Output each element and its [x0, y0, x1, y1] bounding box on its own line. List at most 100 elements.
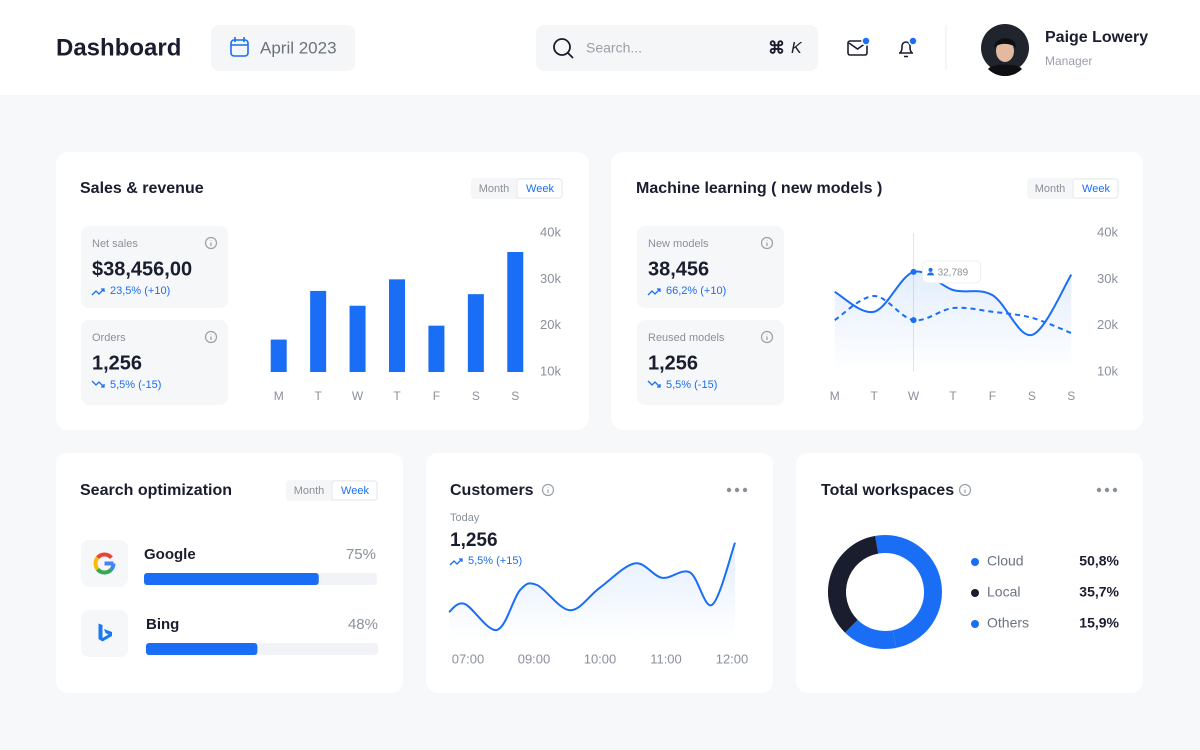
info-icon[interactable] [958, 483, 972, 497]
stat-box [637, 226, 784, 308]
bell-badge [908, 36, 918, 46]
x-tick-label: T [393, 389, 401, 403]
x-tick-label: S [511, 389, 519, 403]
x-tick-label: S [1067, 389, 1075, 403]
shortcut-key: ⌘ [768, 38, 785, 57]
user-role: Manager [1045, 54, 1092, 68]
y-tick-label: 40k [540, 224, 561, 239]
x-tick-label: S [1028, 389, 1036, 403]
legend-dot [971, 589, 979, 597]
bing-logo [98, 623, 112, 642]
trend-icon [647, 288, 661, 296]
x-tick-label: 11:00 [650, 651, 682, 666]
x-tick-label: M [830, 389, 840, 403]
engine-share: 48% [348, 616, 378, 633]
period-label: Today [450, 512, 480, 524]
stat-value: $38,456,00 [92, 258, 192, 280]
area [449, 542, 735, 640]
stat-box [81, 320, 228, 405]
card-title: Sales & revenue [80, 180, 204, 197]
google-logo [96, 552, 113, 560]
stat-value: 1,256 [92, 352, 142, 374]
change-label: 5,5% (-15) [110, 379, 161, 391]
shortcut-key: K [791, 40, 803, 57]
y-tick-label: 10k [1097, 363, 1118, 378]
info-icon[interactable] [204, 330, 218, 344]
tab: Month [1035, 183, 1066, 195]
legend-value: 50,8% [1079, 553, 1119, 569]
stat-value: 38,456 [648, 258, 709, 280]
x-tick-label: 07:00 [452, 651, 485, 666]
bar [270, 339, 287, 372]
legend-label: Cloud [987, 553, 1024, 569]
engine-name: Bing [146, 616, 179, 633]
calendar-icon [230, 39, 249, 57]
x-tick-label: F [433, 389, 440, 403]
menu-dots[interactable] [1104, 487, 1110, 493]
menu-dots[interactable] [1096, 487, 1102, 493]
y-tick-label: 40k [1097, 224, 1118, 239]
line [834, 270, 1073, 336]
stat-label: Reused models [648, 332, 725, 344]
tooltip [922, 260, 982, 284]
stat-label: Net sales [92, 238, 138, 250]
customers-value: 1,256 [450, 530, 498, 551]
legend-dot [971, 620, 979, 628]
change-label: 5,5% (-15) [666, 379, 717, 391]
logo-box [81, 610, 128, 657]
x-tick-label: S [472, 389, 480, 403]
info-icon[interactable] [204, 236, 218, 250]
card-title: Total workspaces [821, 482, 954, 499]
y-tick-label: 30k [540, 271, 561, 286]
bar [146, 643, 258, 655]
y-tick-label: 20k [1097, 317, 1118, 332]
bar [349, 305, 366, 372]
legend-dot [971, 558, 979, 566]
legend-value: 35,7% [1079, 584, 1119, 600]
bar [428, 325, 445, 372]
card-title: Customers [450, 482, 534, 499]
menu-dots[interactable] [742, 487, 748, 493]
google-logo [96, 567, 113, 575]
change-label: 5,5% (+15) [468, 555, 522, 567]
tab: Week [1082, 183, 1110, 195]
bar [389, 279, 405, 372]
tab: Month [294, 485, 325, 497]
donut-segment [875, 535, 942, 648]
date-picker[interactable] [211, 25, 355, 71]
legend-label: Others [987, 615, 1029, 631]
search-icon [553, 38, 571, 56]
x-tick-label: W [352, 389, 364, 403]
menu-dots[interactable] [734, 487, 740, 493]
point [910, 268, 917, 275]
bar [467, 294, 484, 372]
info-icon[interactable] [541, 483, 555, 497]
tooltip-icon [928, 267, 933, 272]
avatar-body [988, 64, 1022, 77]
calendar-icon [231, 37, 248, 46]
tab-selected[interactable] [516, 178, 563, 199]
bar [507, 251, 524, 372]
donut-segment [845, 619, 897, 649]
info-icon[interactable] [760, 236, 774, 250]
trend-icon [449, 558, 463, 566]
tab: Week [526, 183, 554, 195]
tab-selected[interactable] [1072, 178, 1119, 199]
search-box[interactable] [536, 25, 818, 71]
menu-dots[interactable] [726, 487, 732, 493]
mail-icon[interactable] [847, 40, 868, 56]
x-tick-label: M [274, 389, 284, 403]
trend-icon [647, 380, 661, 388]
bell-icon[interactable] [899, 41, 913, 58]
info-icon[interactable] [760, 330, 774, 344]
point [910, 317, 917, 324]
trend-icon [91, 380, 105, 388]
x-tick-label: 12:00 [716, 651, 749, 666]
menu-dots[interactable] [1112, 487, 1118, 493]
x-tick-label: T [949, 389, 957, 403]
change-label: 23,5% (+10) [110, 285, 170, 297]
search-placeholder: Search... [586, 40, 642, 56]
tab-selected[interactable] [331, 480, 378, 501]
card-title: Search optimization [80, 482, 232, 499]
